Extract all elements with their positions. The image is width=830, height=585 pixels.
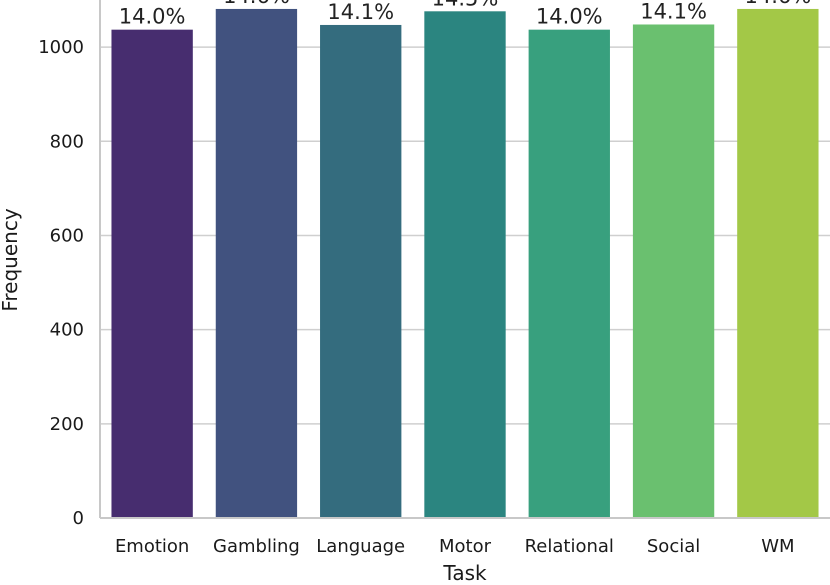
- y-tick-label: 800: [50, 131, 84, 152]
- y-tick-labels: 0 200 400 600 800 1000: [38, 37, 84, 529]
- x-tick-labels: Emotion Gambling Language Motor Relational So…: [115, 536, 795, 557]
- y-axis-title: Frequency: [0, 208, 22, 311]
- bars: [111, 8, 819, 519]
- x-tick-label: Emotion: [115, 536, 189, 557]
- bar-social: [632, 24, 715, 518]
- x-tick-label: Motor: [439, 536, 492, 557]
- data-label: 14.1%: [640, 0, 707, 23]
- y-tick-label: 600: [50, 225, 84, 246]
- bar-gambling: [215, 8, 298, 519]
- data-label: 14.0%: [119, 5, 186, 29]
- y-tick-label: 0: [73, 508, 84, 529]
- y-tick-label: 200: [50, 414, 84, 435]
- axes: [99, 0, 830, 519]
- data-labels: 14.0% 14.6% 14.1% 14.5% 14.0% 14.1% 14.6%: [119, 0, 811, 29]
- data-label: 14.6%: [223, 0, 290, 8]
- x-tick-label: Language: [316, 536, 405, 557]
- y-tick-label: 400: [50, 320, 84, 341]
- data-label: 14.1%: [327, 0, 394, 24]
- data-label: 14.6%: [744, 0, 811, 8]
- bar-language: [320, 24, 402, 518]
- x-tick-label: Gambling: [213, 536, 300, 557]
- x-tick-label: WM: [761, 536, 794, 557]
- data-label: 14.0%: [536, 5, 603, 29]
- x-tick-label: Relational: [525, 536, 614, 557]
- x-axis-title: Task: [442, 561, 487, 585]
- x-tick-label: Social: [647, 536, 700, 557]
- bar-emotion: [111, 29, 193, 519]
- bar-wm: [737, 8, 819, 519]
- data-label: 14.5%: [432, 0, 499, 10]
- bar-motor: [424, 11, 506, 518]
- y-tick-label: 1000: [38, 37, 84, 58]
- bar-relational: [528, 29, 610, 519]
